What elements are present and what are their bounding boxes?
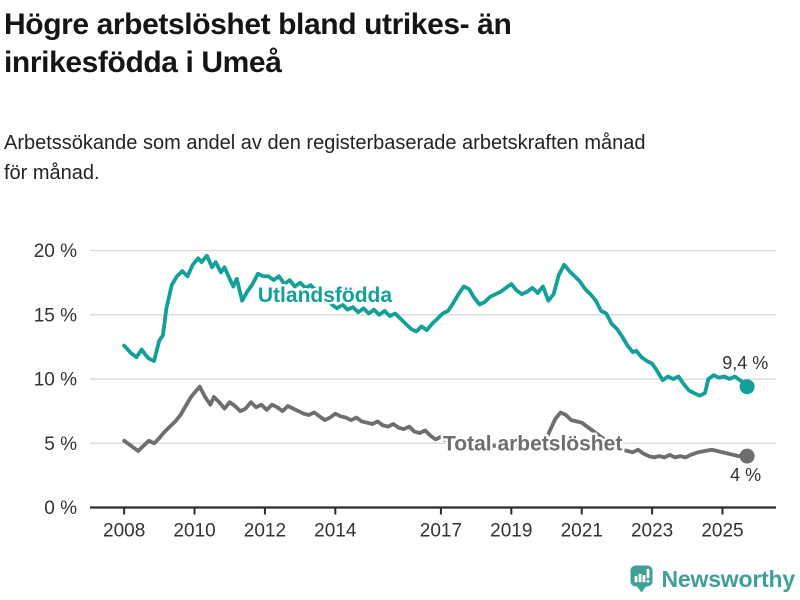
series-line-utlandsfodda bbox=[122, 253, 749, 398]
x-tick-label: 2025 bbox=[701, 521, 743, 542]
series-endpoint-utlandsfodda bbox=[739, 379, 755, 395]
x-tick-label: 2008 bbox=[103, 521, 145, 542]
page-title-line-2: inrikesfödda i Umeå bbox=[4, 46, 282, 79]
series-endpoint-total bbox=[739, 448, 755, 464]
x-tick-label: 2017 bbox=[420, 521, 462, 542]
y-tick-label: 5 % bbox=[44, 434, 77, 455]
y-tick-label: 0 % bbox=[44, 498, 77, 519]
newsworthy-brand-text: Newsworthy bbox=[661, 566, 796, 592]
page-subtitle: Arbetssökande som andel av den registerb… bbox=[4, 128, 646, 188]
x-tick-label: 2019 bbox=[490, 521, 532, 542]
series-label-utlandsfodda: Utlandsfödda bbox=[258, 284, 392, 307]
x-tick-label: 2023 bbox=[631, 521, 673, 542]
newsworthy-logo-icon bbox=[630, 565, 653, 593]
end-value-total: 4 % bbox=[730, 465, 761, 485]
page-title: Högre arbetslöshet bland utrikes- än inr… bbox=[4, 6, 512, 82]
newsworthy-logo[interactable]: Newsworthy bbox=[630, 565, 795, 594]
page-subtitle-line-2: för månad. bbox=[4, 162, 100, 184]
y-tick-label: 10 % bbox=[34, 370, 77, 391]
y-tick-label: 15 % bbox=[34, 305, 77, 326]
y-tick-label: 20 % bbox=[34, 241, 77, 262]
series-line-total bbox=[122, 384, 749, 460]
end-value-utlandsfodda: 9,4 % bbox=[722, 353, 768, 373]
x-tick-label: 2021 bbox=[561, 521, 603, 542]
series-label-total: Total arbetslöshet bbox=[443, 432, 622, 455]
page-title-line-1: Högre arbetslöshet bland utrikes- än bbox=[4, 8, 512, 41]
x-tick-label: 2014 bbox=[314, 521, 357, 542]
page-subtitle-line-1: Arbetssökande som andel av den registerb… bbox=[4, 132, 646, 154]
x-tick-label: 2012 bbox=[244, 521, 286, 542]
x-tick-label: 2010 bbox=[173, 521, 215, 542]
